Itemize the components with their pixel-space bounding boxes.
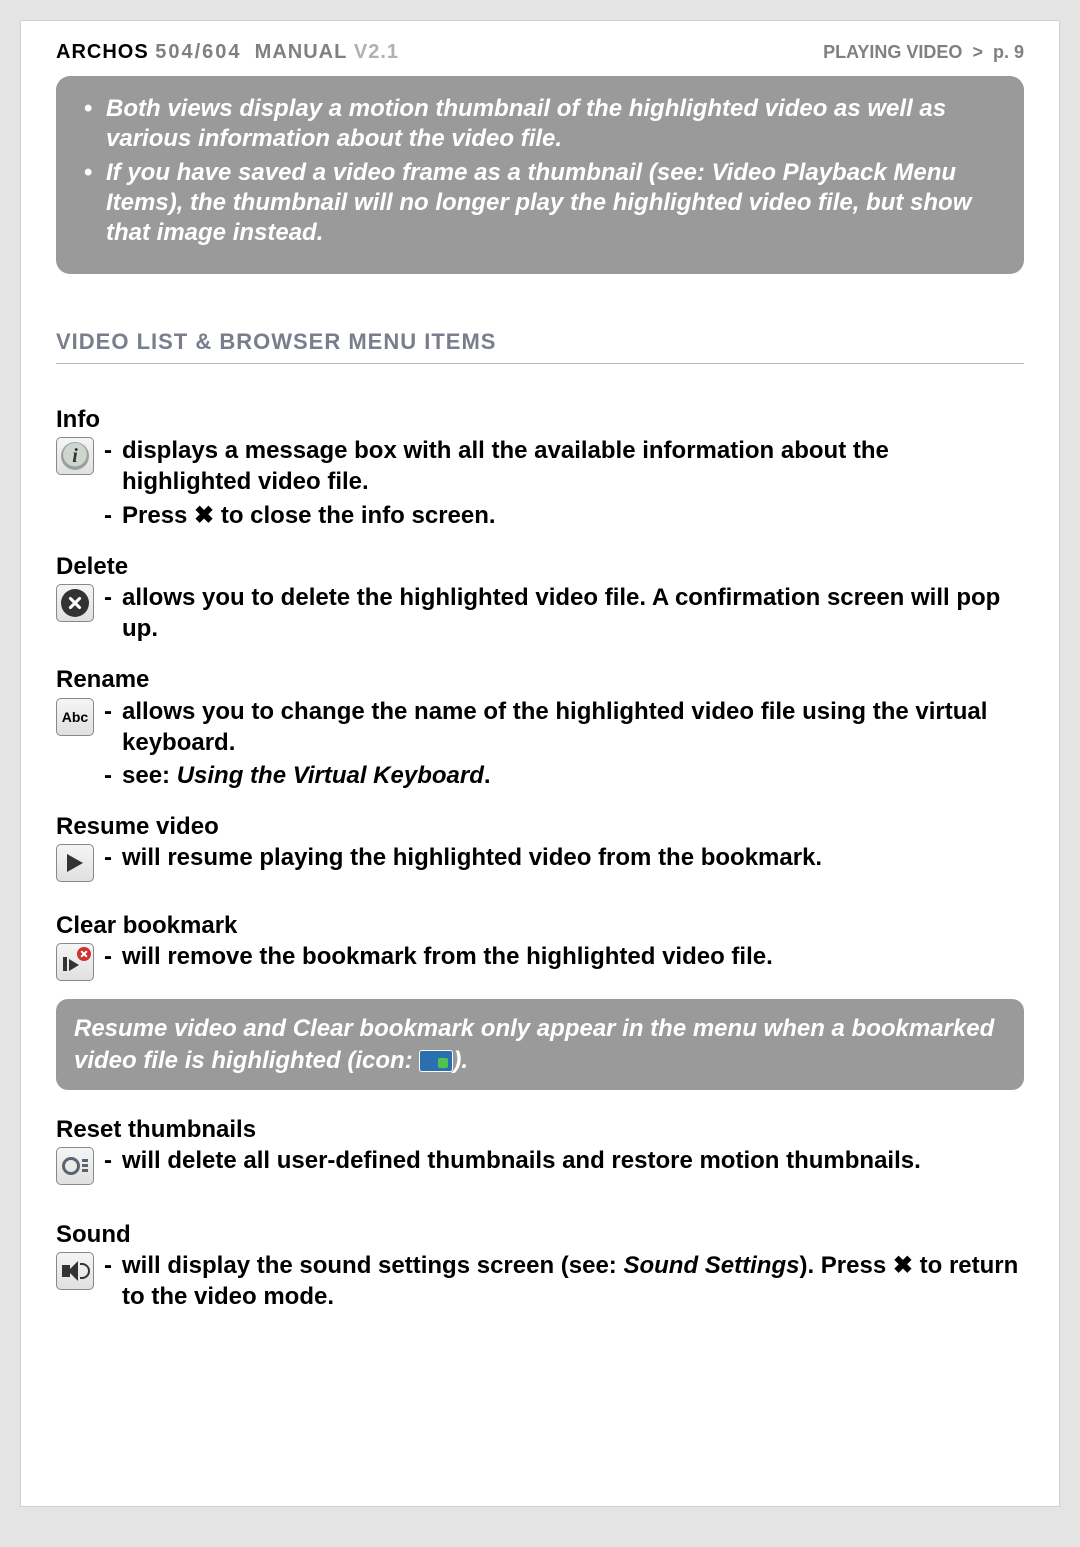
- note-box: Resume video and Clear bookmark only app…: [56, 999, 1024, 1089]
- menu-item-sound: Sound will display the sound settings sc…: [56, 1219, 1024, 1315]
- play-icon: [56, 844, 94, 882]
- menu-item-resume: Resume video will resume playing the hig…: [56, 811, 1024, 882]
- menu-item-reset: Reset thumbnails will delete all user-de…: [56, 1114, 1024, 1185]
- item-bullet: allows you to delete the highlighted vid…: [104, 582, 1024, 644]
- info-box-bullet: If you have saved a video frame as a thu…: [80, 158, 1000, 248]
- info-box-bullet: Both views display a motion thumbnail of…: [80, 94, 1000, 154]
- item-title: Clear bookmark: [56, 910, 1024, 941]
- page-sep: >: [972, 42, 983, 62]
- sound-icon: [56, 1252, 94, 1290]
- menu-item-clear: Clear bookmark will remove the bookmark …: [56, 910, 1024, 981]
- item-bullet: allows you to change the name of the hig…: [104, 696, 1024, 758]
- note-text-post: ).: [453, 1047, 468, 1074]
- menu-item-info: Info displays a message box with all the…: [56, 404, 1024, 533]
- brand-text: ARCHOS: [56, 41, 149, 63]
- section-heading: Video List & Browser Menu Items: [56, 329, 1024, 355]
- clear-bookmark-icon: [56, 943, 94, 981]
- item-title: Reset thumbnails: [56, 1114, 1024, 1145]
- item-title: Delete: [56, 551, 1024, 582]
- reset-icon: [56, 1147, 94, 1185]
- manual-page: ARCHOS 504/604 MANUAL V2.1 PLAYING VIDEO…: [20, 20, 1060, 1507]
- item-bullet: Press ✖ to close the info screen.: [104, 500, 1024, 531]
- page-number: p. 9: [993, 42, 1024, 62]
- item-bullet: will remove the bookmark from the highli…: [104, 941, 1024, 972]
- intro-info-box: Both views display a motion thumbnail of…: [56, 76, 1024, 274]
- menu-item-delete: Delete allows you to delete the highligh…: [56, 551, 1024, 647]
- item-bullet: will resume playing the highlighted vide…: [104, 842, 1024, 873]
- bookmark-file-icon: [419, 1050, 453, 1072]
- manual-text: MANUAL: [255, 41, 348, 63]
- item-title: Rename: [56, 664, 1024, 695]
- version-text: V2.1: [354, 41, 399, 63]
- header-right: PLAYING VIDEO > p. 9: [823, 42, 1024, 63]
- menu-item-rename: Rename Abc allows you to change the name…: [56, 664, 1024, 793]
- page-header: ARCHOS 504/604 MANUAL V2.1 PLAYING VIDEO…: [56, 41, 1024, 64]
- rename-icon: Abc: [56, 698, 94, 736]
- item-title: Resume video: [56, 811, 1024, 842]
- header-left: ARCHOS 504/604 MANUAL V2.1: [56, 41, 399, 64]
- item-bullet: will display the sound settings screen (…: [104, 1250, 1024, 1312]
- model-text: 504/604: [155, 41, 241, 63]
- item-title: Sound: [56, 1219, 1024, 1250]
- item-bullet: will delete all user-defined thumbnails …: [104, 1145, 1024, 1176]
- delete-icon: [56, 584, 94, 622]
- note-text-pre: Resume video and Clear bookmark only app…: [74, 1015, 994, 1073]
- section-divider: [56, 363, 1024, 364]
- info-icon: [56, 437, 94, 475]
- item-bullet: see: Using the Virtual Keyboard.: [104, 760, 1024, 791]
- item-bullet: displays a message box with all the avai…: [104, 435, 1024, 497]
- section-name: PLAYING VIDEO: [823, 42, 962, 62]
- item-title: Info: [56, 404, 1024, 435]
